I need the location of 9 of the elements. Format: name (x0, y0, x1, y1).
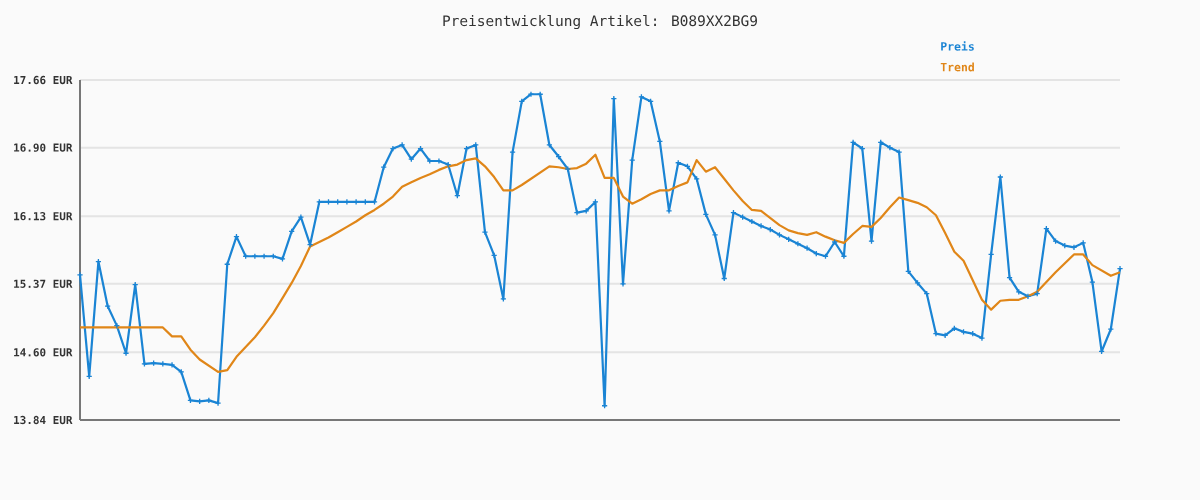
y-tick-label: 17.66 EUR (14, 75, 73, 85)
y-tick-label: 15.37 EUR (14, 279, 73, 288)
text: Trend (940, 62, 974, 72)
y-tick-label: 14.60 EUR (14, 348, 73, 357)
y-tick-label: 16.13 EUR (14, 212, 73, 221)
y-tick-label: 16.90 EUR (14, 143, 73, 152)
y-tick-label: 13.84 EUR (14, 415, 73, 425)
chart-title: Preisentwicklung Artikel: B089XX2BG9 (443, 14, 757, 30)
text: Preis (941, 41, 974, 51)
